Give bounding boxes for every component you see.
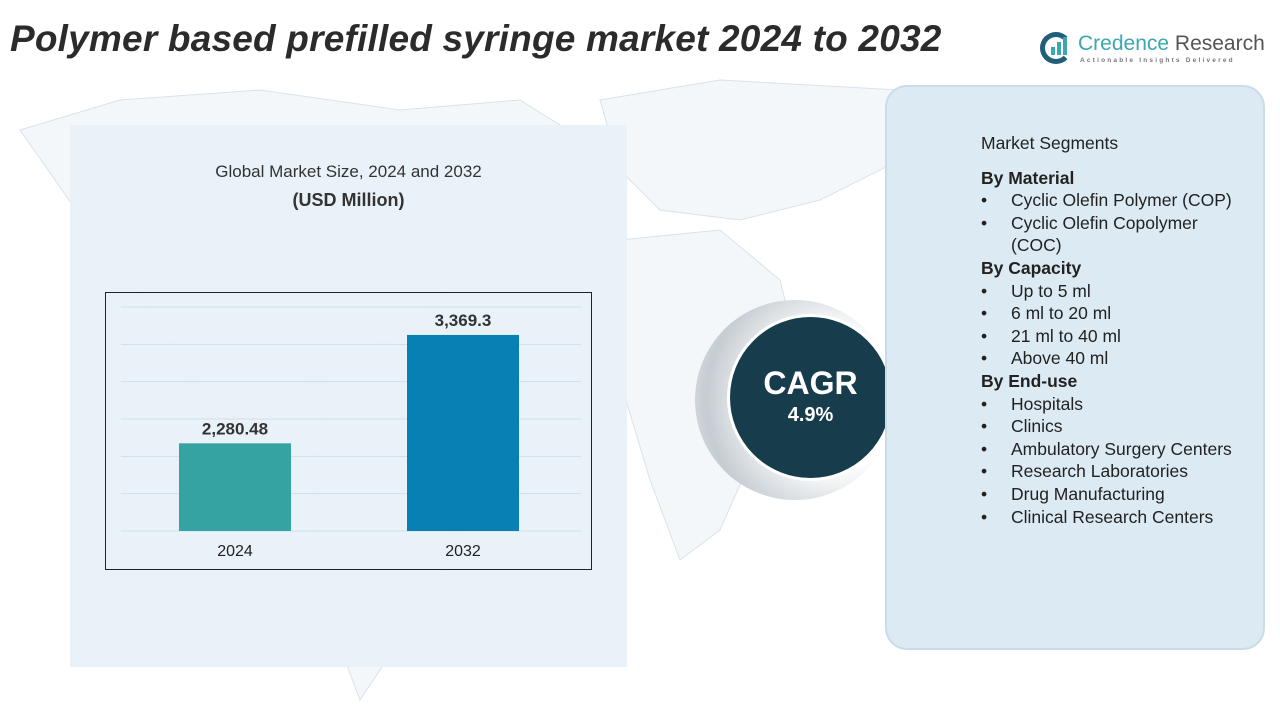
segment-item: Ambulatory Surgery Centers: [981, 438, 1246, 461]
segment-item: Above 40 ml: [981, 347, 1246, 370]
data-label: 2,280.48: [202, 419, 268, 438]
page-title: Polymer based prefilled syringe market 2…: [10, 18, 942, 59]
segment-item: 6 ml to 20 ml: [981, 302, 1246, 325]
chart-panel: [70, 125, 627, 667]
x-tick-label: 2024: [217, 543, 253, 560]
segments-heading: Market Segments: [981, 133, 1119, 153]
bar-chart: 2,280.48 2024 3,369.3 2032: [105, 292, 592, 570]
cagr-value: 4.9%: [787, 404, 834, 426]
logo-chart-icon: [1040, 32, 1072, 64]
logo-name: Credence: [1078, 32, 1170, 55]
segment-item: Clinics: [981, 415, 1246, 438]
cagr-badge: CAGR 4.9%: [727, 314, 894, 481]
segment-group-title: By Material: [981, 167, 1075, 188]
chart-unit: (USD Million): [292, 190, 405, 210]
market-segments: Market Segments By MaterialCyclic Olefin…: [981, 132, 1246, 528]
segment-item: Up to 5 ml: [981, 280, 1246, 303]
segment-group-title: By End-use: [981, 370, 1078, 391]
cagr-label: CAGR: [763, 365, 858, 401]
segment-item: Clinical Research Centers: [981, 506, 1246, 529]
chart-title: Global Market Size, 2024 and 2032: [215, 162, 482, 181]
credence-research-logo: Credence Research Actionable Insights De…: [1040, 30, 1265, 70]
data-label: 3,369.3: [435, 311, 492, 330]
logo-tagline: Actionable Insights Delivered: [1080, 57, 1235, 64]
segment-group-title: By Capacity: [981, 257, 1082, 278]
segment-item: 21 ml to 40 ml: [981, 325, 1246, 348]
segment-item: Cyclic Olefin Polymer (COP): [981, 189, 1246, 212]
bar-2024: [179, 443, 291, 531]
bar-2032: [407, 334, 519, 531]
bar-chart-svg: 2,280.48 2024 3,369.3 2032: [121, 306, 581, 560]
segment-item: Cyclic Olefin Copolymer (COC): [981, 212, 1246, 257]
segment-item: Hospitals: [981, 393, 1246, 416]
x-tick-label: 2032: [445, 543, 481, 560]
segment-item: Drug Manufacturing: [981, 483, 1246, 506]
segment-item: Research Laboratories: [981, 460, 1246, 483]
logo-name-suffix: Research: [1169, 32, 1265, 55]
